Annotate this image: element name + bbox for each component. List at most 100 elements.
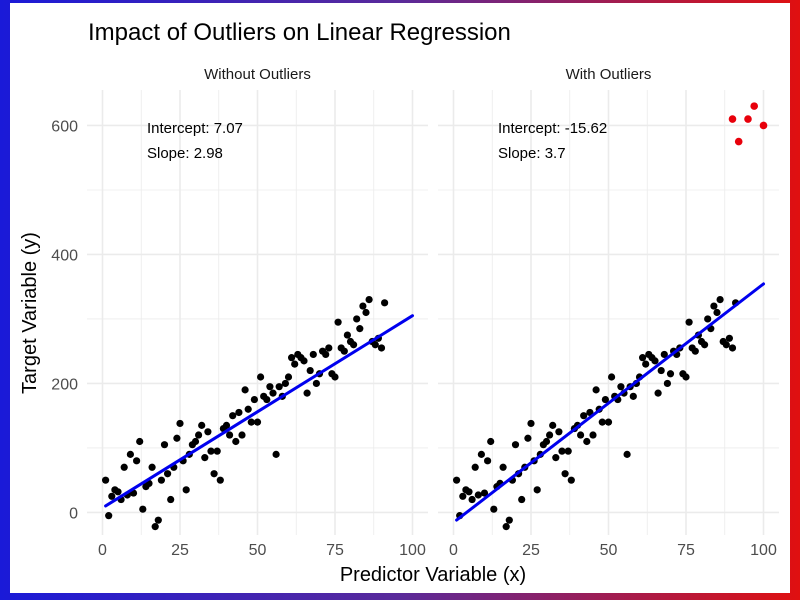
- data-point: [546, 431, 554, 439]
- data-point: [583, 437, 591, 446]
- data-point: [558, 447, 566, 455]
- y-tick-label: 0: [69, 505, 78, 522]
- fit-line-group: [455, 282, 765, 522]
- data-point: [247, 418, 255, 426]
- data-point: [164, 470, 172, 478]
- data-point: [353, 315, 361, 323]
- data-point: [235, 408, 243, 417]
- data-point: [713, 308, 721, 317]
- data-point: [524, 434, 532, 442]
- panel-grid: [87, 90, 428, 535]
- regression-line: [104, 314, 414, 508]
- data-point: [281, 379, 289, 388]
- data-point: [580, 412, 588, 420]
- data-point: [340, 347, 348, 355]
- data-point: [552, 454, 560, 462]
- x-axis-title: Predictor Variable (x): [340, 564, 526, 586]
- data-point: [629, 392, 637, 400]
- data-point: [126, 450, 134, 458]
- data-point: [685, 318, 693, 326]
- data-point: [660, 350, 668, 359]
- data-point: [362, 308, 370, 317]
- data-point: [151, 523, 159, 531]
- x-tick-labels: 0 25 50 75 100: [449, 542, 777, 559]
- data-point: [663, 379, 672, 388]
- data-point: [465, 488, 473, 496]
- data-point: [157, 476, 165, 484]
- y-tick-label: 400: [51, 247, 78, 264]
- x-tick-label: 25: [522, 542, 540, 559]
- strip-label-without-outliers: Without Outliers: [204, 66, 311, 83]
- data-point: [365, 296, 373, 304]
- data-point: [263, 395, 271, 404]
- data-point: [120, 463, 128, 471]
- data-point: [505, 516, 513, 524]
- data-point: [114, 488, 122, 496]
- data-point: [331, 373, 339, 381]
- data-point: [325, 344, 333, 352]
- data-point: [502, 523, 510, 531]
- data-point: [266, 383, 274, 391]
- data-point: [303, 389, 311, 397]
- data-point: [480, 489, 489, 497]
- data-point: [604, 418, 613, 426]
- data-point: [654, 389, 662, 397]
- data-point: [300, 357, 308, 365]
- data-point: [477, 450, 485, 458]
- data-point: [322, 350, 330, 359]
- data-point: [191, 437, 200, 446]
- data-point: [108, 492, 116, 500]
- data-point: [487, 437, 495, 446]
- data-point: [350, 341, 358, 349]
- data-point: [490, 505, 498, 513]
- data-point: [139, 505, 147, 513]
- data-point: [598, 418, 606, 426]
- y-tick-labels: 0 200 400 600: [51, 118, 78, 522]
- data-point: [533, 486, 541, 494]
- data-point: [716, 296, 724, 304]
- chart: Impact of Outliers on Linear Regression …: [19, 19, 779, 586]
- data-point: [102, 476, 110, 484]
- data-point: [561, 470, 569, 478]
- data-point: [459, 492, 467, 500]
- data-point: [334, 318, 342, 326]
- data-point: [518, 495, 526, 504]
- x-tick-label: 25: [171, 542, 189, 559]
- data-point: [617, 383, 625, 391]
- data-point: [160, 441, 169, 449]
- data-point: [377, 344, 386, 352]
- data-point: [642, 360, 650, 368]
- data-point: [253, 418, 262, 426]
- data-point: [542, 437, 551, 446]
- chart-title: Impact of Outliers on Linear Regression: [88, 19, 511, 46]
- outlier-point: [759, 121, 768, 130]
- data-point: [148, 463, 156, 471]
- data-point: [623, 450, 631, 458]
- data-point: [222, 421, 231, 429]
- data-point: [288, 354, 296, 362]
- x-tick-label: 100: [750, 542, 777, 559]
- data-point: [291, 360, 299, 368]
- data-point: [226, 431, 234, 439]
- data-point: [238, 431, 246, 439]
- data-point: [343, 331, 351, 339]
- x-tick-label: 75: [326, 542, 344, 559]
- data-point: [136, 437, 144, 446]
- data-point: [213, 447, 221, 455]
- outlier-point: [728, 115, 737, 123]
- data-point: [657, 366, 665, 375]
- data-point: [555, 428, 563, 436]
- data-point: [105, 512, 113, 520]
- data-point: [691, 347, 699, 355]
- data-point: [250, 395, 258, 404]
- data-point: [722, 341, 730, 349]
- y-axis-title: Target Variable (y): [19, 232, 41, 394]
- data-point: [564, 447, 572, 455]
- x-tick-label: 0: [98, 542, 107, 559]
- regression-line: [455, 282, 765, 522]
- slope-annotation: Slope: 3.7: [498, 145, 566, 162]
- outlier-point: [750, 102, 758, 110]
- outliers-group: [728, 102, 768, 146]
- chart-frame: Impact of Outliers on Linear Regression …: [10, 3, 790, 593]
- panel-grid: [438, 90, 779, 535]
